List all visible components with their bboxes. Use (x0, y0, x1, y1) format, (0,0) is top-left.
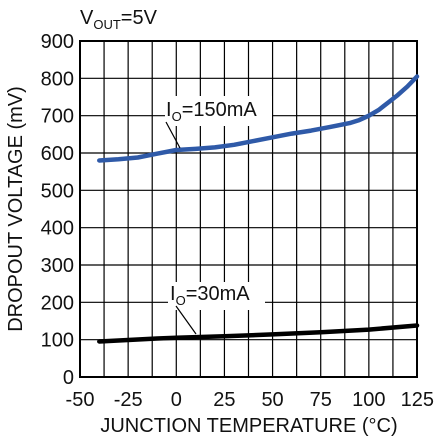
series-line-1 (97, 323, 420, 344)
y-tick-label-9: 900 (41, 31, 74, 53)
y-tick-label-3: 300 (41, 255, 74, 277)
vout-condition-label: VOUT=5V (80, 7, 158, 32)
annotation-30ma-leader (175, 305, 197, 335)
y-tick-label-7: 700 (41, 106, 74, 128)
y-tick-label-6: 600 (41, 143, 74, 165)
y-tick-label-0: 0 (63, 367, 74, 389)
y-tick-label-5: 500 (41, 180, 74, 202)
x-tick-label-2: 0 (171, 389, 182, 411)
series-lines (97, 74, 420, 344)
annotation-150ma-bg (165, 96, 272, 126)
y-tick-labels: 0 100 200 300 400 500 600 700 800 900 (41, 31, 74, 389)
y-tick-label-1: 100 (41, 330, 74, 352)
annotation-150ma-leader (165, 121, 181, 149)
x-tick-label-5: 75 (310, 389, 332, 411)
x-axis-title: JUNCTION TEMPERATURE (°C) (100, 415, 397, 437)
annotation-30ma-bg (168, 282, 265, 310)
x-tick-label-4: 50 (261, 389, 283, 411)
y-axis-title: DROPOUT VOLTAGE (mV) (5, 86, 27, 332)
y-tick-label-8: 800 (41, 68, 74, 90)
annotation-30ma: IO=30mA (168, 282, 265, 335)
x-tick-labels: -50 -25 0 25 50 75 100 125 (66, 389, 434, 411)
y-tick-label-2: 200 (41, 292, 74, 314)
x-tick-label-1: -25 (114, 389, 143, 411)
x-tick-label-6: 100 (352, 389, 385, 411)
annotation-150ma-label: IO=150mA (166, 99, 257, 124)
y-tick-label-4: 400 (41, 218, 74, 240)
annotation-30ma-label: IO=30mA (170, 283, 250, 308)
annotation-150ma: IO=150mA (165, 96, 272, 149)
plot-frame (79, 40, 418, 378)
x-tick-label-3: 25 (213, 389, 235, 411)
x-tick-label-7: 125 (401, 389, 434, 411)
series-line-0 (97, 74, 420, 163)
grid-lines (80, 41, 417, 377)
x-tick-label-0: -50 (66, 389, 95, 411)
